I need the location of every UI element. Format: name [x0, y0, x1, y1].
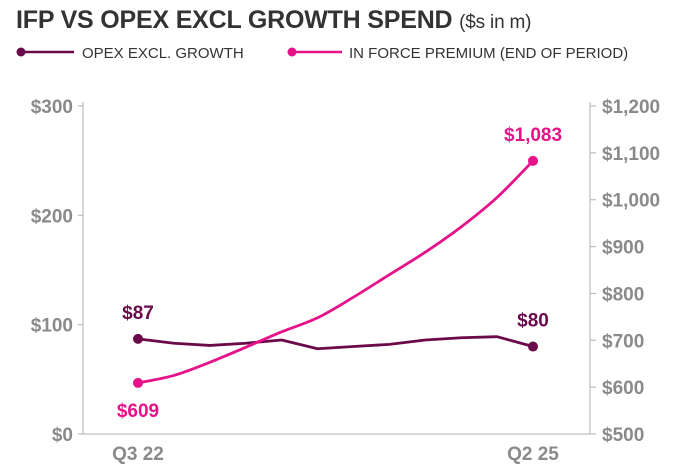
- data-label-ifp: $1,083: [504, 125, 562, 146]
- data-label-opex: $87: [122, 303, 154, 324]
- series-line-opex: [136, 335, 535, 351]
- legend-marker-ifp: [287, 47, 297, 57]
- x-tick-label-first: Q3 22: [112, 444, 164, 465]
- data-point-opex: [133, 333, 143, 344]
- data-label-ifp: $609: [117, 401, 159, 422]
- left-tick-label: $200: [31, 206, 73, 227]
- legend-label-ifp: IN FORCE PREMIUM (END OF PERIOD): [349, 45, 628, 62]
- right-tick-label: $600: [602, 378, 644, 399]
- chart-title: IFP VS OPEX EXCL GROWTH SPEND ($s in m): [16, 6, 531, 35]
- left-tick-label: $300: [31, 97, 73, 118]
- left-tick-label: $100: [31, 316, 73, 337]
- chart-title-units: ($s in m): [459, 12, 532, 33]
- right-tick-label: $700: [602, 331, 644, 352]
- data-label-opex: $80: [517, 311, 549, 332]
- legend-marker-opex: [16, 47, 26, 57]
- right-tick-label: $800: [602, 284, 644, 305]
- x-tick-label-last: Q2 25: [507, 444, 559, 465]
- right-tick-label: $500: [602, 425, 644, 446]
- chart-title-main: IFP VS OPEX EXCL GROWTH SPEND: [16, 6, 453, 34]
- legend-label-opex: OPEX EXCL. GROWTH: [82, 45, 244, 62]
- right-tick-label: $1,200: [602, 97, 660, 118]
- right-tick-label: $900: [602, 238, 644, 259]
- right-tick-label: $1,000: [602, 191, 660, 212]
- right-tick-label: $1,100: [602, 144, 660, 165]
- series-line-ifp: [136, 159, 535, 385]
- data-point-ifp: [528, 155, 538, 166]
- data-point-ifp: [133, 377, 143, 388]
- left-tick-label: $0: [52, 425, 73, 446]
- data-point-opex: [528, 341, 538, 352]
